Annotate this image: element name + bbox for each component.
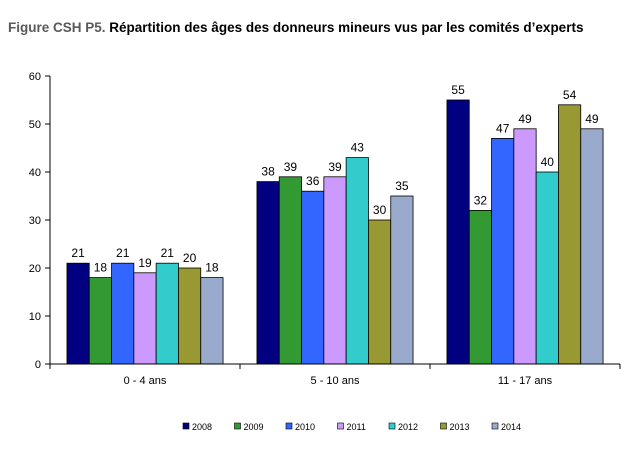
bar (111, 262, 135, 365)
bar-value-label: 47 (496, 121, 510, 135)
figure-caption: Répartition des âges des donneurs mineur… (109, 20, 584, 35)
legend-swatch (182, 422, 190, 430)
bar (446, 99, 470, 365)
y-tick-label: 30 (29, 215, 41, 227)
bar-value-label: 55 (451, 83, 465, 97)
y-tick-label: 20 (29, 263, 41, 275)
bar-value-label: 30 (373, 203, 387, 217)
legend-swatch (491, 422, 499, 430)
legend-label: 2014 (501, 422, 521, 432)
bar-value-label: 39 (328, 160, 342, 174)
bar-value-label: 18 (205, 261, 219, 275)
bar (390, 195, 414, 365)
legend-label: 2012 (398, 422, 418, 432)
y-tick-label: 10 (29, 311, 41, 323)
chart-title: Figure CSH P5. Répartition des âges des … (8, 20, 630, 35)
bar-value-label: 49 (518, 112, 532, 126)
bar (513, 128, 537, 365)
bar-value-label: 38 (261, 165, 275, 179)
x-category-label: 11 - 17 ans (498, 375, 553, 387)
x-category-label: 0 - 4 ans (124, 375, 167, 387)
legend-swatch (440, 422, 447, 430)
bar (155, 262, 179, 365)
bar (491, 137, 515, 365)
y-tick-label: 0 (35, 359, 41, 371)
bar-value-label: 36 (306, 174, 320, 188)
bar (278, 176, 302, 365)
legend-label: 2009 (244, 422, 264, 432)
y-tick-label: 40 (29, 167, 41, 179)
bar (580, 128, 604, 365)
bar-value-label: 40 (541, 155, 555, 169)
bar (301, 190, 325, 365)
bar (345, 157, 369, 365)
bar (558, 104, 582, 365)
bar-value-label: 35 (395, 179, 409, 193)
legend-label: 2011 (347, 422, 366, 432)
bar (133, 272, 157, 365)
legend-swatch (285, 422, 293, 430)
y-tick-label: 60 (29, 71, 41, 83)
bar (368, 219, 392, 365)
bar-value-label: 19 (138, 256, 152, 270)
bar-value-label: 39 (284, 160, 298, 174)
bar (468, 209, 492, 365)
bar (66, 262, 90, 365)
bar-value-label: 21 (71, 246, 85, 260)
legend-swatch (337, 422, 344, 430)
bar (88, 277, 112, 365)
bar-value-label: 49 (585, 112, 599, 126)
bar-value-label: 54 (563, 88, 577, 102)
bar-value-label: 43 (351, 141, 365, 155)
legend-label: 2013 (450, 422, 470, 432)
y-tick-label: 50 (29, 119, 41, 131)
legend-label: 2008 (192, 422, 212, 432)
legend-label: 2010 (295, 422, 315, 432)
bar-value-label: 18 (94, 261, 108, 275)
bar (200, 277, 224, 365)
bar-value-label: 21 (116, 246, 130, 260)
legend-swatch (234, 422, 241, 430)
legend-swatch (388, 422, 396, 430)
bar-value-label: 32 (474, 193, 488, 207)
bar (178, 267, 202, 365)
bar (256, 181, 280, 365)
bar-value-label: 21 (161, 246, 175, 260)
bar (323, 176, 347, 365)
bar (535, 171, 559, 365)
bar-value-label: 20 (183, 251, 197, 265)
x-category-label: 5 - 10 ans (311, 375, 360, 387)
figure-number: Figure CSH P5. (8, 20, 106, 35)
